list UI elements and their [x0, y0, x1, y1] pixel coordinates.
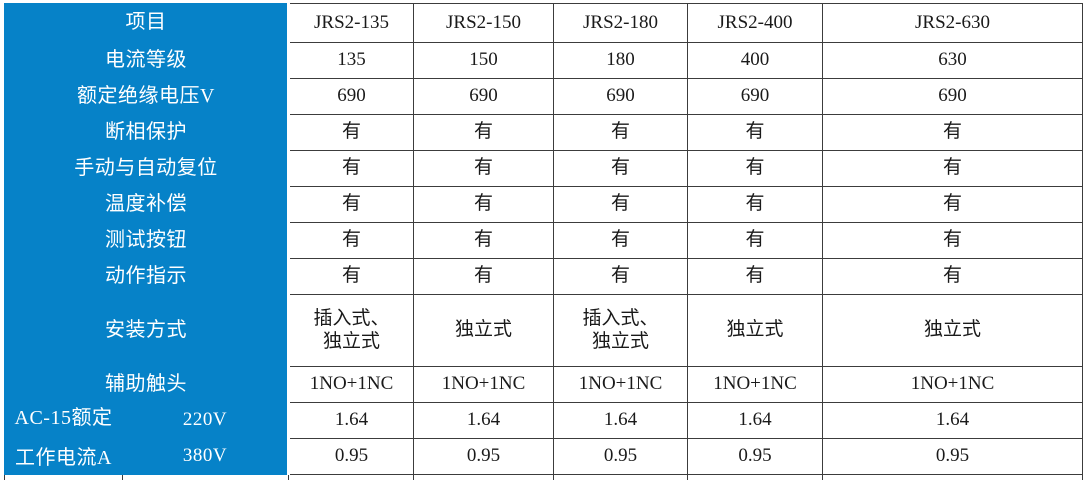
- table-row-clipped: [5, 475, 1083, 480]
- header-model-135: JRS2-135: [289, 4, 414, 43]
- table-cell: 有: [414, 223, 554, 259]
- table-cell-mounting: 独立式: [414, 295, 554, 367]
- table-cell: 有: [823, 151, 1083, 187]
- table-cell: 135: [289, 43, 414, 79]
- table-cell-aux: 1NO+1NC: [554, 367, 688, 403]
- ac15-group-label-line2: 工作电流A: [15, 447, 112, 471]
- table-cell-aux: 1NO+1NC: [823, 367, 1083, 403]
- table-cell: 690: [414, 79, 554, 115]
- table-cell: 有: [289, 259, 414, 295]
- table-cell: 有: [414, 115, 554, 151]
- table-cell-ac15: 0.95: [414, 439, 554, 475]
- table-cell: 有: [414, 187, 554, 223]
- table-cell-mounting: 独立式: [688, 295, 823, 367]
- row-label: 动作指示: [5, 259, 289, 295]
- table-cell: 有: [554, 115, 688, 151]
- row-label: 温度补偿: [5, 187, 289, 223]
- table-cell-ac15: 0.95: [554, 439, 688, 475]
- table-row: 断相保护 有 有 有 有 有: [5, 115, 1083, 151]
- header-model-400: JRS2-400: [688, 4, 823, 43]
- table-cell: 690: [289, 79, 414, 115]
- specification-table-container: 项目 JRS2-135 JRS2-150 JRS2-180 JRS2-400 J…: [0, 0, 1086, 452]
- table-cell: 有: [688, 115, 823, 151]
- clipped-cell: [414, 475, 554, 480]
- row-label-mounting: 安装方式: [5, 295, 289, 367]
- table-cell: 有: [554, 151, 688, 187]
- row-label: 手动与自动复位: [5, 151, 289, 187]
- table-row: 手动与自动复位 有 有 有 有 有: [5, 151, 1083, 187]
- table-cell-ac15: 0.95: [823, 439, 1083, 475]
- table-row: 电流等级 135 150 180 400 630: [5, 43, 1083, 79]
- table-cell: 有: [688, 187, 823, 223]
- ac15-group-label-line1: AC-15额定: [15, 407, 113, 431]
- table-row-ac15-380: 380V 0.95 0.95 0.95 0.95 0.95: [5, 439, 1083, 475]
- table-row: 温度补偿 有 有 有 有 有: [5, 187, 1083, 223]
- table-cell-ac15: 0.95: [289, 439, 414, 475]
- clipped-cell: [123, 475, 289, 480]
- header-label-cell: 项目: [5, 4, 289, 43]
- table-row: 测试按钮 有 有 有 有 有: [5, 223, 1083, 259]
- table-cell: 150: [414, 43, 554, 79]
- table-cell: 有: [823, 187, 1083, 223]
- clipped-cell: [554, 475, 688, 480]
- table-cell: 有: [823, 259, 1083, 295]
- table-row-ac15-220: AC-15额定 工作电流A 220V 1.64 1.64 1.64 1.64 1…: [5, 403, 1083, 439]
- table-cell: 有: [289, 151, 414, 187]
- table-cell-aux: 1NO+1NC: [414, 367, 554, 403]
- table-cell: 690: [688, 79, 823, 115]
- ac15-sub-label-220: 220V: [123, 403, 289, 439]
- ac15-group-label: AC-15额定 工作电流A: [5, 403, 123, 475]
- table-cell: 有: [688, 223, 823, 259]
- header-model-630: JRS2-630: [823, 4, 1083, 43]
- table-cell: 有: [554, 187, 688, 223]
- table-row-mounting: 安装方式 插入式、独立式 独立式 插入式、独立式 独立式 独立式: [5, 295, 1083, 367]
- table-cell: 有: [688, 259, 823, 295]
- clipped-cell: [823, 475, 1083, 480]
- ac15-sub-label-380: 380V: [123, 439, 289, 475]
- clipped-cell: [289, 475, 414, 480]
- table-cell: 有: [414, 151, 554, 187]
- table-cell: 有: [688, 151, 823, 187]
- header-model-150: JRS2-150: [414, 4, 554, 43]
- row-label: 电流等级: [5, 43, 289, 79]
- table-row-aux-contact: 辅助触头 1NO+1NC 1NO+1NC 1NO+1NC 1NO+1NC 1NO…: [5, 367, 1083, 403]
- clipped-cell: [688, 475, 823, 480]
- table-cell-mounting: 独立式: [823, 295, 1083, 367]
- table-cell-ac15: 1.64: [289, 403, 414, 439]
- row-label-aux-contact: 辅助触头: [5, 367, 289, 403]
- table-cell-ac15: 1.64: [688, 403, 823, 439]
- table-cell: 400: [688, 43, 823, 79]
- table-cell-ac15: 1.64: [414, 403, 554, 439]
- table-row: 额定绝缘电压V 690 690 690 690 690: [5, 79, 1083, 115]
- table-cell-ac15: 1.64: [823, 403, 1083, 439]
- table-cell: 690: [823, 79, 1083, 115]
- row-label: 断相保护: [5, 115, 289, 151]
- table-cell: 有: [554, 223, 688, 259]
- table-cell: 有: [289, 223, 414, 259]
- table-cell-mounting: 插入式、独立式: [554, 295, 688, 367]
- header-model-180: JRS2-180: [554, 4, 688, 43]
- table-header-row: 项目 JRS2-135 JRS2-150 JRS2-180 JRS2-400 J…: [5, 4, 1083, 43]
- table-cell: 630: [823, 43, 1083, 79]
- table-cell-aux: 1NO+1NC: [688, 367, 823, 403]
- row-label: 额定绝缘电压V: [5, 79, 289, 115]
- table-cell-mounting: 插入式、独立式: [289, 295, 414, 367]
- table-cell-ac15: 1.64: [554, 403, 688, 439]
- table-cell: 有: [289, 115, 414, 151]
- row-label: 测试按钮: [5, 223, 289, 259]
- table-cell-ac15: 0.95: [688, 439, 823, 475]
- table-cell: 690: [554, 79, 688, 115]
- table-cell: 有: [823, 223, 1083, 259]
- table-cell: 有: [554, 259, 688, 295]
- table-cell: 有: [414, 259, 554, 295]
- table-cell: 有: [289, 187, 414, 223]
- clipped-cell: [5, 475, 123, 480]
- table-row: 动作指示 有 有 有 有 有: [5, 259, 1083, 295]
- table-cell: 180: [554, 43, 688, 79]
- specification-table: 项目 JRS2-135 JRS2-150 JRS2-180 JRS2-400 J…: [4, 3, 1083, 480]
- table-cell-aux: 1NO+1NC: [289, 367, 414, 403]
- table-cell: 有: [823, 115, 1083, 151]
